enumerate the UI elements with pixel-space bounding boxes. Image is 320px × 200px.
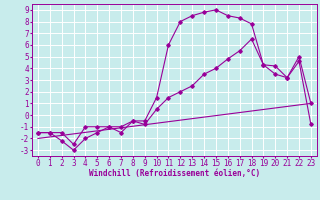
X-axis label: Windchill (Refroidissement éolien,°C): Windchill (Refroidissement éolien,°C) xyxy=(89,169,260,178)
